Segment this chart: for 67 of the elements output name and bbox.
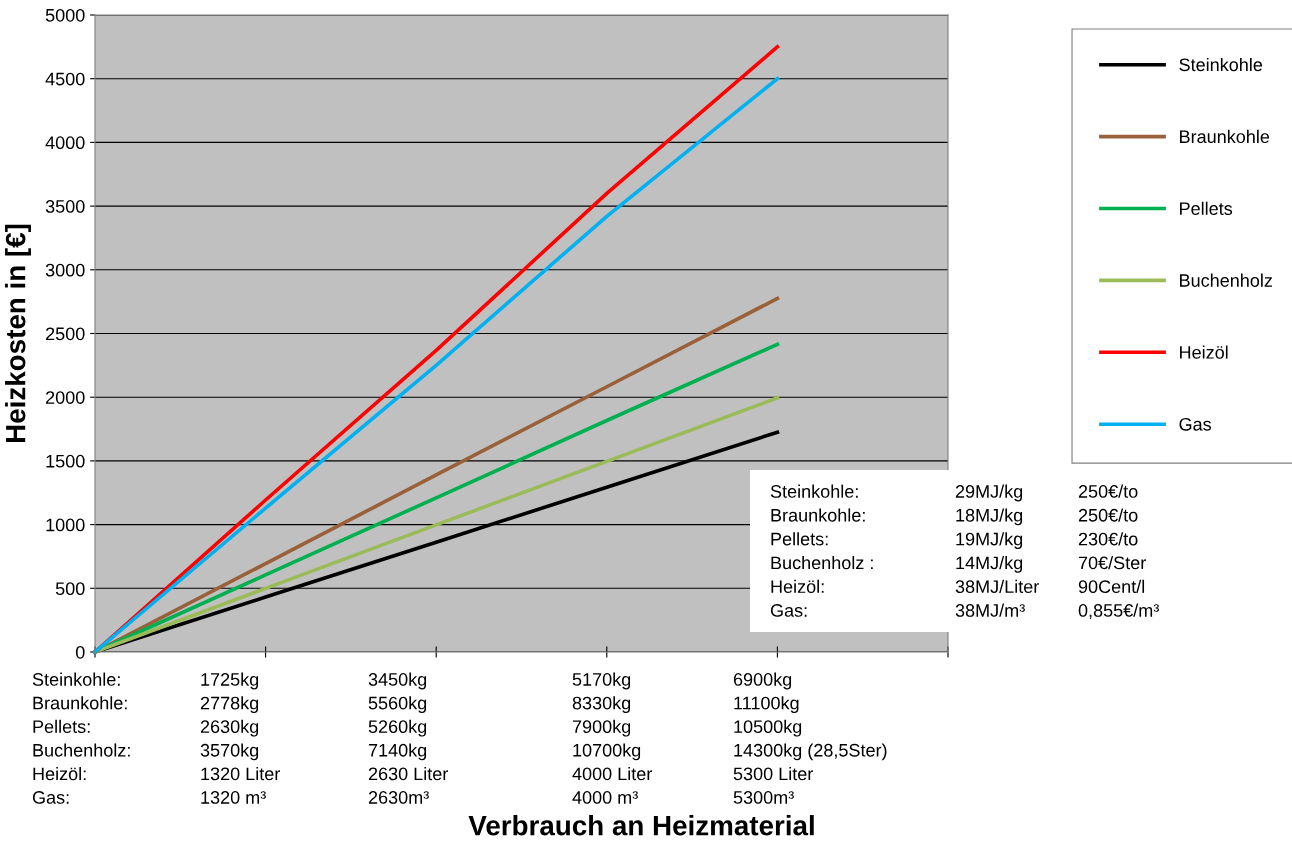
text: 5560kg — [368, 696, 427, 714]
text: 7900kg — [572, 719, 631, 737]
y-tick-label: 2000 — [46, 391, 85, 404]
text: 250€/to — [1078, 508, 1138, 522]
y-tick-label: 3000 — [45, 263, 85, 277]
text: 38MJ/m³ — [955, 603, 1025, 617]
legend-label: Steinkohle — [1179, 57, 1263, 72]
text: 1320 m³ — [201, 791, 266, 804]
y-tick-label: 4000 — [45, 136, 85, 150]
annotation: Gas: — [770, 604, 807, 617]
text: 7140kg — [368, 743, 427, 761]
y-tick-label: 1000 — [46, 518, 85, 532]
legend-label: Braunkohle — [1180, 129, 1270, 144]
annotation: Buchenholz : — [771, 555, 873, 570]
y-axis-title: Heizkosten in [€] — [5, 224, 31, 442]
text: 2630kg — [200, 719, 259, 737]
text: 38MJ/Liter — [955, 579, 1039, 594]
legend-label: Buchenholz — [1180, 273, 1273, 287]
annotation: Pellets: — [771, 532, 828, 546]
annotation: Heizöl: — [771, 579, 824, 594]
text: Heizöl: — [33, 766, 86, 781]
y-tick-label: 1500 — [46, 454, 85, 468]
y-tick-label: 3500 — [45, 200, 85, 213]
text: 2630m³ — [368, 791, 429, 804]
text: Gas: — [32, 791, 69, 804]
text: 18MJ/kg — [956, 508, 1023, 526]
text: 90Cent/l — [1078, 579, 1145, 594]
text: 3450kg — [368, 672, 427, 690]
text: 5300m³ — [733, 791, 794, 804]
text: 250€/to — [1078, 484, 1138, 498]
text: 11100kg — [734, 696, 799, 714]
text: 14300kg (28,5Ster) — [734, 743, 887, 761]
text: 19MJ/kg — [956, 532, 1023, 550]
text: 5170kg — [572, 672, 631, 690]
y-tick-label: 5000 — [45, 8, 85, 22]
y-tick-label: 500 — [55, 582, 85, 596]
text: Verbrauch an Heizmaterial — [468, 815, 814, 836]
text: 14MJ/kg — [956, 555, 1023, 573]
text: 4000 m³ — [572, 791, 638, 804]
text: 10500kg — [734, 719, 802, 737]
text: 8330kg — [572, 696, 631, 714]
legend-label: Heizöl — [1180, 345, 1228, 359]
text: 2778kg — [200, 696, 259, 714]
text: 5300 Liter — [733, 766, 814, 781]
text: 0,855€/m³ — [1078, 603, 1159, 619]
y-tick-label: 2500 — [46, 327, 85, 341]
text: 3570kg — [200, 743, 259, 761]
legend-label: Pellets — [1180, 201, 1233, 215]
text: 10700kg — [573, 743, 641, 761]
text: 6900kg — [733, 672, 792, 690]
text: 29MJ/kg — [955, 484, 1023, 502]
text: Pellets: — [33, 719, 90, 734]
annotation: Braunkohle: — [771, 508, 865, 522]
annotation: Steinkohle: — [770, 484, 858, 498]
text: Buchenholz: — [33, 743, 130, 757]
text: 1725kg — [201, 672, 259, 690]
text: 5260kg — [368, 719, 427, 737]
text: 230€/to — [1078, 532, 1138, 546]
text: 1320 Liter — [201, 766, 281, 781]
text: 4000 Liter — [572, 766, 653, 781]
text: 2630 Liter — [368, 766, 449, 781]
legend-label: Gas — [1179, 417, 1212, 431]
y-tick-label: 4500 — [45, 72, 85, 86]
text: 70€/Ster — [1078, 555, 1146, 570]
text: Braunkohle: — [33, 696, 127, 710]
text: Steinkohle: — [32, 672, 120, 686]
y-tick-label: 0 — [75, 645, 85, 659]
